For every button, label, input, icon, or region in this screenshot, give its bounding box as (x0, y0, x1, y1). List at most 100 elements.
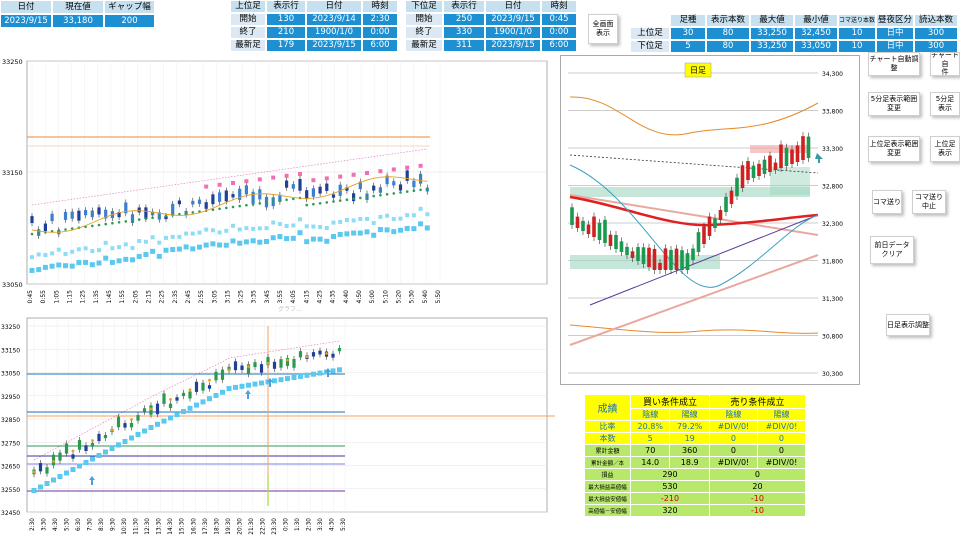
ma-dot (37, 231, 40, 235)
upper-display-button[interactable]: 上位足 表示 (930, 136, 960, 162)
x-tick-label: 20:30 (237, 518, 243, 535)
cell[interactable]: 210 (266, 26, 306, 39)
row-label: 開始 (230, 13, 266, 26)
ma-dot (338, 199, 342, 202)
candle-body (790, 149, 794, 164)
lower-band-marker (297, 230, 303, 236)
cell[interactable]: 30 (670, 27, 706, 40)
x-tick-label: 8:30 (99, 518, 105, 531)
upper-band-marker (378, 169, 383, 174)
cell: -210 (630, 492, 710, 505)
upper-range-change-button[interactable]: 上位足表示範囲変更 (868, 136, 920, 162)
candle-body (586, 224, 591, 234)
cell[interactable]: 5 (670, 40, 706, 53)
step-stop-button[interactable]: コマ送り 中止 (912, 190, 946, 214)
ma-dot (97, 223, 101, 227)
x-tick-label: 1:35 (93, 290, 100, 304)
x-tick-label: 10:30 (122, 518, 128, 535)
cell: 179 (266, 39, 306, 52)
candle-body (279, 359, 283, 368)
lower-band-marker (122, 439, 128, 444)
candle-body (652, 248, 657, 270)
lower-band-marker (42, 264, 48, 270)
candle-body (207, 385, 212, 389)
cell: 1900/1/0 (485, 26, 541, 39)
ma-dot (144, 217, 148, 220)
cell: 33,250 (750, 27, 794, 40)
lower-band-marker (364, 229, 370, 235)
cell[interactable]: 80 (706, 40, 750, 53)
upper-chart: 33250 33150 33050 32950 32850 32750 32650 32550… (1, 317, 555, 535)
lower-band-marker (130, 246, 135, 251)
ma-dot (271, 200, 275, 203)
cell[interactable]: 日中 (876, 27, 914, 40)
cell[interactable]: 日中 (876, 40, 914, 53)
candle-body (188, 391, 192, 399)
candle-body (58, 452, 62, 461)
cell[interactable]: 250 (443, 13, 485, 26)
cell: 0 (708, 444, 758, 457)
candle-body (641, 247, 646, 264)
x-tick-label: 16:30 (191, 518, 197, 535)
col-header: 最大値 (750, 14, 794, 27)
step-button[interactable]: コマ送り (872, 190, 902, 214)
candle-body (246, 364, 251, 375)
x-tick-label: 4:35 (330, 290, 337, 304)
x-tick-label: 3:35 (251, 290, 258, 304)
lower-band-marker (190, 246, 196, 252)
x-tick-label: 0:55 (40, 290, 47, 304)
header-gap: ギャップ幅 (104, 0, 155, 14)
cell[interactable]: 300 (914, 27, 958, 40)
lower-range-change-button[interactable]: 5分足表示範囲変更 (868, 92, 920, 116)
lower-band-marker (217, 230, 222, 235)
cell[interactable]: 10 (838, 27, 876, 40)
col-header: 最小値 (794, 14, 838, 27)
x-tick-label: 4:30 (329, 518, 335, 531)
ma-dot (385, 193, 389, 196)
upper-band-marker (324, 176, 329, 181)
ma-dot (251, 203, 255, 206)
sub-header: 陰線 (708, 408, 758, 421)
ma-dot (158, 215, 161, 219)
ma-dot (305, 203, 309, 207)
value-gap: 200 (104, 14, 155, 28)
lower-band-marker (337, 231, 343, 237)
clear-previous-button[interactable]: 前日データ クリア (870, 236, 914, 264)
lower-band-marker (377, 227, 383, 233)
candle-body (691, 248, 695, 260)
lower-band-marker (49, 263, 55, 269)
cell: 2023/9/15 (306, 39, 362, 52)
candle-body (784, 147, 789, 166)
candle-body (168, 403, 173, 408)
cell[interactable]: 80 (706, 27, 750, 40)
ma-dot (426, 187, 429, 191)
lower-band-marker (163, 247, 169, 253)
ma-dot (71, 449, 75, 453)
cell: 2023/9/15 (485, 13, 541, 26)
chart-settings-button[interactable]: チャート自 件 (930, 52, 960, 76)
fullscreen-button[interactable]: 全画面 表示 (588, 14, 618, 44)
lower-band-marker (190, 231, 195, 236)
daily-adjust-button[interactable]: 日足表示調整 (886, 314, 930, 336)
ma-dot (164, 214, 168, 218)
cell: 0 (756, 444, 807, 457)
lower-band-marker (130, 257, 135, 263)
upper-band-marker (204, 184, 209, 189)
lower-band-marker (176, 246, 182, 252)
long-ma (569, 194, 819, 236)
lower-band-marker (44, 481, 50, 486)
ma-dot (247, 365, 250, 369)
candle-body (419, 173, 423, 184)
auto-adjust-button[interactable]: チャート自動調整 (868, 52, 920, 76)
cell[interactable]: 330 (443, 26, 485, 39)
cell: 311 (443, 39, 485, 52)
cell[interactable]: 130 (266, 13, 306, 26)
lower-display-button[interactable]: 5分足 表示 (930, 92, 960, 116)
candle-body (278, 194, 282, 202)
candle-body (136, 415, 140, 421)
lower-band-marker (207, 396, 212, 402)
cell[interactable]: 10 (838, 40, 876, 53)
lower-band-marker (197, 244, 202, 250)
lower-band-marker (50, 251, 55, 256)
ma-dot (379, 193, 382, 197)
